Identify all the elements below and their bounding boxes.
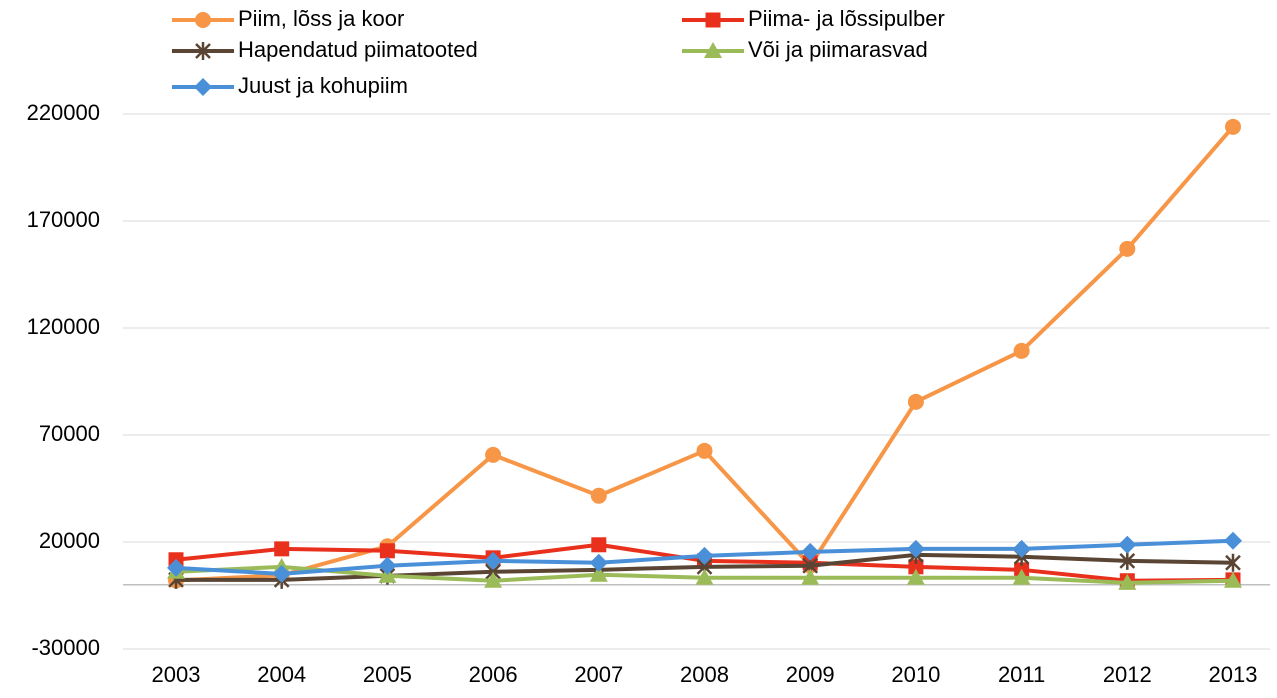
marker xyxy=(379,543,395,559)
y-tick-label: 170000 xyxy=(27,207,100,232)
marker xyxy=(1013,342,1030,359)
marker xyxy=(1225,118,1241,135)
legend-marker xyxy=(705,12,721,28)
marker xyxy=(906,568,925,585)
marker xyxy=(484,571,503,588)
marker xyxy=(589,553,608,572)
marker xyxy=(1224,571,1242,588)
y-tick-label: 70000 xyxy=(39,421,100,446)
marker xyxy=(272,564,291,583)
marker xyxy=(908,559,924,575)
x-tick-label: 2006 xyxy=(469,662,518,687)
marker xyxy=(1119,551,1136,570)
marker xyxy=(696,442,713,459)
x-tick-label: 2009 xyxy=(786,662,835,687)
marker xyxy=(590,487,607,504)
marker xyxy=(1118,535,1137,554)
y-tick-label: 220000 xyxy=(27,100,100,125)
x-tick-label: 2003 xyxy=(152,662,201,687)
y-tick-label: 120000 xyxy=(27,314,100,339)
legend-marker xyxy=(704,42,722,58)
marker xyxy=(378,566,397,583)
marker xyxy=(274,541,290,557)
legend-label: Piim, lõss ja koor xyxy=(238,6,404,31)
marker xyxy=(1224,531,1242,550)
x-tick-label: 2008 xyxy=(680,662,729,687)
marker xyxy=(589,565,608,582)
legend-marker xyxy=(194,78,212,96)
legend-label: Piima- ja lõssipulber xyxy=(748,6,945,31)
marker xyxy=(378,556,397,575)
marker xyxy=(801,568,820,585)
legend-marker xyxy=(195,42,211,60)
legend-label: Hapendatud piimatooted xyxy=(238,37,478,62)
marker xyxy=(906,539,925,558)
marker xyxy=(907,393,924,410)
x-tick-label: 2005 xyxy=(363,662,412,687)
marker xyxy=(1012,539,1031,558)
legend-label: Juust ja kohupiim xyxy=(238,73,408,98)
marker xyxy=(695,546,714,565)
x-tick-label: 2004 xyxy=(257,662,306,687)
marker xyxy=(1118,573,1137,590)
marker xyxy=(167,558,185,577)
marker xyxy=(695,568,714,585)
legend-label: Või ja piimarasvad xyxy=(748,37,928,62)
marker xyxy=(591,537,607,553)
series-line xyxy=(175,125,1235,583)
marker xyxy=(1119,240,1136,257)
x-tick-label: 2011 xyxy=(998,662,1045,687)
x-tick-label: 2010 xyxy=(891,662,940,687)
y-tick-label: -30000 xyxy=(31,635,100,660)
marker xyxy=(801,542,820,561)
x-tick-label: 2013 xyxy=(1209,662,1258,687)
marker xyxy=(1012,568,1031,585)
legend-marker xyxy=(195,12,211,28)
marker xyxy=(485,446,502,463)
marker xyxy=(484,551,503,570)
marker xyxy=(1225,553,1241,572)
x-tick-label: 2007 xyxy=(574,662,623,687)
y-tick-label: 20000 xyxy=(39,528,100,553)
x-tick-label: 2012 xyxy=(1103,662,1152,687)
